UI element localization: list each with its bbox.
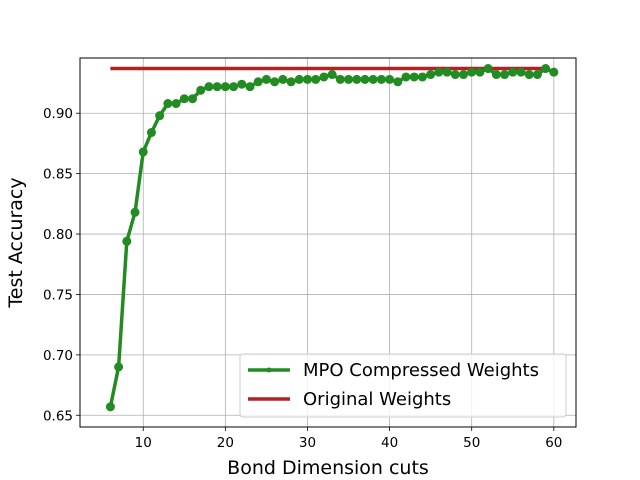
data-point: [549, 67, 559, 77]
data-point: [294, 74, 304, 84]
data-point: [541, 64, 551, 74]
data-point: [237, 79, 247, 89]
data-point: [450, 70, 460, 80]
data-point: [417, 72, 427, 82]
legend-box: [239, 353, 567, 418]
y-tick-label: 0.75: [43, 287, 73, 303]
data-point: [138, 147, 148, 157]
data-point: [146, 128, 156, 138]
data-point: [409, 72, 419, 82]
data-point: [114, 362, 124, 372]
x-tick-label: 20: [217, 435, 234, 451]
x-tick-label: 50: [463, 435, 480, 451]
y-axis-label: Test Accuracy: [5, 177, 27, 308]
data-point: [401, 72, 411, 82]
x-axis-ticks: 10 20 30 40 50 60: [135, 427, 562, 451]
data-point: [475, 67, 485, 77]
data-point: [188, 94, 198, 104]
data-point: [261, 74, 271, 84]
data-point: [245, 82, 255, 92]
data-point: [105, 402, 115, 412]
data-point: [327, 70, 337, 80]
data-point: [352, 74, 362, 84]
data-point: [426, 70, 436, 80]
data-point: [130, 207, 140, 217]
data-point: [179, 94, 189, 104]
data-point: [442, 67, 452, 77]
data-point: [220, 82, 230, 92]
data-point: [532, 70, 542, 80]
data-point: [524, 70, 534, 80]
legend-label-mpo: MPO Compressed Weights: [303, 360, 539, 381]
data-point: [204, 82, 214, 92]
legend-label-original: Original Weights: [303, 389, 451, 410]
data-point: [253, 77, 263, 87]
data-point: [508, 67, 518, 77]
data-point: [467, 67, 477, 77]
x-tick-label: 10: [135, 435, 152, 451]
data-point: [483, 64, 493, 74]
data-point: [122, 236, 132, 246]
y-tick-label: 0.80: [43, 227, 73, 243]
y-tick-label: 0.90: [43, 106, 73, 122]
data-point: [278, 74, 288, 84]
data-point: [212, 82, 222, 92]
x-tick-label: 30: [299, 435, 316, 451]
y-tick-label: 0.85: [43, 167, 73, 183]
data-point: [196, 85, 206, 95]
y-tick-label: 0.65: [43, 408, 73, 424]
data-point: [393, 77, 403, 87]
data-point: [286, 77, 296, 87]
data-point: [368, 74, 378, 84]
data-point: [163, 99, 173, 109]
data-point: [335, 74, 345, 84]
x-tick-label: 40: [381, 435, 398, 451]
data-point: [458, 70, 468, 80]
data-point: [229, 82, 239, 92]
data-point: [516, 67, 526, 77]
data-point: [385, 74, 395, 84]
legend: MPO Compressed Weights Original Weights: [239, 353, 567, 418]
data-point: [311, 74, 321, 84]
data-point: [344, 74, 354, 84]
data-point: [155, 111, 165, 121]
x-tick-label: 60: [545, 435, 562, 451]
data-point: [500, 70, 510, 80]
data-point: [302, 74, 312, 84]
data-point: [360, 74, 370, 84]
data-point: [491, 70, 501, 80]
y-axis-ticks: 0.65 0.70 0.75 0.80 0.85 0.90: [43, 106, 80, 424]
data-point: [270, 77, 280, 87]
plot-frame: [79, 57, 577, 428]
data-point: [434, 67, 444, 77]
data-point: [171, 99, 181, 109]
y-tick-label: 0.70: [43, 348, 73, 364]
legend-marker-mpo: [266, 367, 272, 373]
data-point: [319, 72, 329, 82]
x-axis-label: Bond Dimension cuts: [227, 457, 429, 479]
data-point: [376, 74, 386, 84]
series-points: [105, 64, 559, 412]
